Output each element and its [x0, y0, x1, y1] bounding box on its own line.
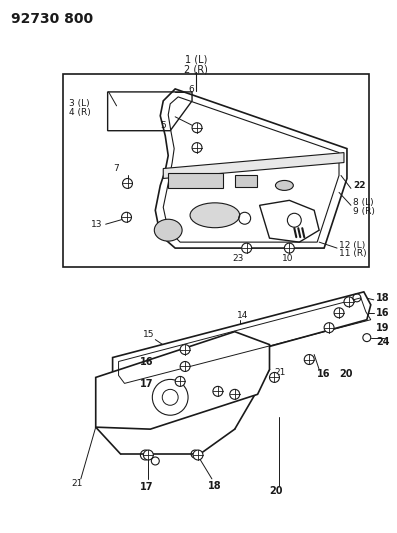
Circle shape [192, 123, 202, 133]
Circle shape [324, 322, 334, 333]
Text: 92730 800: 92730 800 [12, 12, 93, 26]
Text: 4 (R): 4 (R) [69, 108, 91, 117]
Circle shape [334, 308, 344, 318]
Text: 7: 7 [114, 164, 119, 173]
Ellipse shape [190, 203, 240, 228]
Text: 17: 17 [141, 482, 154, 492]
Text: 20: 20 [270, 486, 283, 496]
Circle shape [180, 361, 190, 372]
Text: 3 (L): 3 (L) [69, 99, 90, 108]
Text: 20: 20 [339, 369, 353, 379]
Text: 8 (L): 8 (L) [353, 198, 374, 207]
Ellipse shape [276, 181, 293, 190]
Circle shape [284, 243, 294, 253]
Bar [63, 74, 369, 267]
Text: 12 (L): 12 (L) [339, 240, 365, 249]
Text: 11 (R): 11 (R) [339, 248, 367, 257]
Text: 19: 19 [376, 322, 389, 333]
Polygon shape [113, 292, 371, 387]
Circle shape [304, 354, 314, 365]
Text: 6: 6 [188, 85, 194, 94]
Text: 5: 5 [160, 121, 166, 130]
Circle shape [152, 379, 188, 415]
Text: 14: 14 [237, 311, 248, 320]
Text: 17: 17 [141, 379, 154, 390]
Text: 16: 16 [317, 369, 331, 379]
Text: 15: 15 [143, 330, 155, 339]
Text: 24: 24 [376, 337, 389, 346]
Circle shape [121, 212, 131, 222]
Circle shape [344, 297, 354, 307]
Text: 18: 18 [208, 481, 222, 491]
Text: 13: 13 [91, 220, 102, 229]
Polygon shape [163, 152, 344, 179]
Circle shape [175, 376, 185, 386]
Circle shape [180, 345, 190, 354]
Text: 9 (R): 9 (R) [353, 207, 375, 216]
Text: 2 (R): 2 (R) [184, 64, 208, 74]
Polygon shape [96, 332, 270, 429]
Text: 21: 21 [274, 368, 286, 377]
Ellipse shape [154, 219, 182, 241]
Circle shape [230, 389, 240, 399]
Circle shape [213, 386, 223, 397]
Circle shape [192, 143, 202, 152]
Circle shape [242, 243, 252, 253]
Circle shape [143, 450, 153, 460]
Text: 10: 10 [282, 254, 294, 263]
Text: 18: 18 [376, 293, 389, 303]
Bar [235, 175, 256, 188]
Bar [168, 173, 223, 188]
Circle shape [123, 179, 133, 188]
Text: 1 (L): 1 (L) [185, 54, 207, 64]
Text: 16: 16 [141, 357, 154, 367]
Text: 23: 23 [233, 254, 244, 263]
Text: 22: 22 [353, 181, 365, 190]
Text: 16: 16 [376, 308, 389, 318]
Circle shape [193, 450, 203, 460]
Circle shape [270, 373, 279, 382]
Text: 21: 21 [71, 479, 82, 488]
